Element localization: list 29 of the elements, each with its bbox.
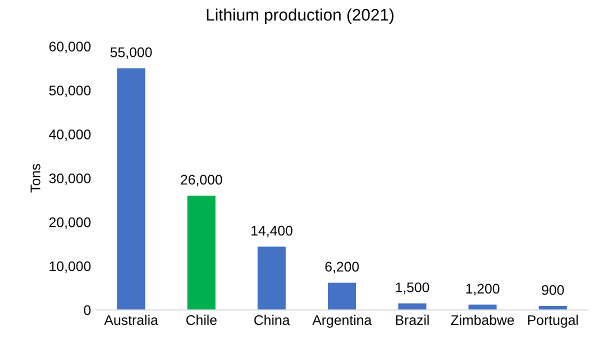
y-tick-label: 20,000 <box>49 217 91 229</box>
y-tick-label: 30,000 <box>49 173 91 185</box>
bar <box>328 282 356 310</box>
bar <box>187 196 216 310</box>
bar <box>398 303 426 310</box>
x-tick-label: Chile <box>186 314 217 326</box>
data-label: 26,000 <box>180 174 222 186</box>
x-tick-label: Australia <box>104 314 158 326</box>
y-tick-label: 40,000 <box>48 130 91 141</box>
x-tick-label: China <box>254 314 290 326</box>
data-label: 900 <box>542 285 564 295</box>
y-tick-label: 10,000 <box>50 261 91 273</box>
bar <box>117 68 146 310</box>
y-tick-label: 50,000 <box>49 86 91 98</box>
data-label: 1,500 <box>396 282 430 294</box>
bar <box>258 246 286 310</box>
x-tick-label: Argentina <box>312 314 372 328</box>
y-tick-label: 0 <box>84 305 91 316</box>
data-label: 55,000 <box>110 47 152 59</box>
chart-title: Lithium production (2021) <box>206 8 394 24</box>
x-tick-label: Zimbabwe <box>450 314 514 326</box>
x-tick-label: Brazil <box>396 314 429 326</box>
y-tick-label: 60,000 <box>49 42 91 54</box>
y-axis-title: Tons <box>30 164 40 192</box>
data-label: 6,200 <box>325 262 359 274</box>
data-label: 1,200 <box>466 284 500 296</box>
data-label: 14,400 <box>252 226 292 238</box>
bar <box>468 304 497 310</box>
x-tick-label: Portugal <box>528 314 578 328</box>
